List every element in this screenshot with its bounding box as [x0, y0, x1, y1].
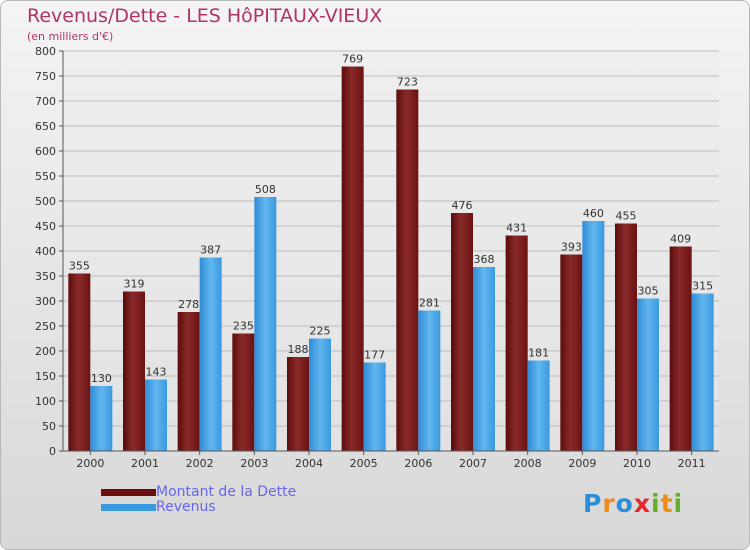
data-label-revenus: 225 — [310, 325, 331, 338]
chart-subtitle: (en milliers d'€) — [27, 30, 114, 43]
bar-revenus — [90, 386, 113, 451]
data-label-revenus: 181 — [528, 347, 549, 360]
logo-letter: r — [602, 489, 616, 518]
bar-dette — [123, 291, 145, 451]
logo-letter: i — [673, 489, 684, 518]
data-label-revenus: 508 — [255, 183, 276, 196]
x-tick-label: 2006 — [404, 457, 432, 470]
x-tick-label: 2000 — [76, 457, 104, 470]
bar-revenus — [473, 267, 495, 451]
bar-revenus — [254, 197, 277, 451]
x-tick-label: 2005 — [350, 457, 378, 470]
legend-label-debt: Montant de la Dette — [156, 484, 297, 500]
data-label-revenus: 387 — [200, 244, 221, 257]
y-tick-label: 600 — [35, 145, 56, 158]
x-tick-label: 2007 — [459, 457, 487, 470]
data-label-revenus: 281 — [419, 297, 440, 310]
legend-swatch-debt — [101, 489, 156, 496]
y-tick-label: 800 — [35, 45, 56, 58]
bar-revenus — [309, 338, 331, 451]
data-label-dette: 188 — [288, 343, 309, 356]
data-label-dette: 355 — [69, 260, 90, 273]
y-tick-label: 750 — [35, 70, 56, 83]
data-label-dette: 393 — [561, 241, 582, 254]
axis-layer — [59, 50, 719, 455]
x-tick-label: 2011 — [678, 457, 706, 470]
proxiti-logo: Proxiti — [583, 489, 683, 518]
y-tick-label: 400 — [35, 245, 56, 258]
data-label-dette: 723 — [397, 76, 418, 89]
bar-revenus — [199, 257, 222, 451]
bar-revenus — [637, 298, 659, 451]
y-tick-label: 250 — [35, 320, 56, 333]
y-tick-label: 350 — [35, 270, 56, 283]
bar-dette — [505, 235, 528, 451]
bar-dette — [68, 273, 91, 451]
data-label-revenus: 143 — [146, 366, 167, 379]
y-tick-label: 700 — [35, 95, 56, 108]
x-tick-label: 2010 — [623, 457, 651, 470]
bar-dette — [287, 357, 309, 451]
y-tick-label: 200 — [35, 345, 56, 358]
logo-letter: x — [633, 489, 651, 518]
bar-dette — [396, 89, 419, 451]
data-label-revenus: 315 — [692, 280, 713, 293]
bar-dette — [560, 254, 583, 451]
data-label-revenus: 368 — [474, 253, 495, 266]
data-label-revenus: 130 — [91, 372, 112, 385]
y-tick-label: 0 — [49, 445, 56, 458]
x-tick-label: 2004 — [295, 457, 323, 470]
bar-revenus — [145, 379, 167, 451]
data-label-dette: 409 — [670, 233, 691, 246]
x-tick-label: 2008 — [514, 457, 542, 470]
bar-revenus — [418, 310, 441, 451]
data-label-dette: 235 — [233, 320, 254, 333]
y-tick-label: 50 — [42, 420, 56, 433]
y-tick-label: 450 — [35, 220, 56, 233]
bar-dette — [341, 66, 364, 451]
x-tick-label: 2009 — [568, 457, 596, 470]
logo-letter: o — [615, 489, 634, 518]
y-tick-label: 650 — [35, 120, 56, 133]
bar-layer — [68, 66, 714, 451]
bar-revenus — [527, 360, 550, 451]
logo-letter: i — [651, 489, 661, 518]
bar-revenus — [363, 362, 386, 451]
y-tick-label: 300 — [35, 295, 56, 308]
bar-dette — [451, 213, 473, 451]
legend-swatch-revenus — [101, 504, 156, 511]
bar-revenus — [582, 221, 605, 451]
data-label-dette: 769 — [342, 53, 363, 66]
y-tick-label: 150 — [35, 370, 56, 383]
bar-revenus — [691, 293, 714, 451]
x-tick-label: 2002 — [186, 457, 214, 470]
label-layer: 0 50 100 150 200 250 300 350 400 450 500 550 600 650 7… — [35, 45, 713, 470]
data-label-dette: 319 — [124, 278, 145, 291]
data-label-revenus: 305 — [638, 285, 659, 298]
x-tick-label: 2003 — [240, 457, 268, 470]
logo-letter: t — [660, 489, 674, 518]
y-tick-label: 100 — [35, 395, 56, 408]
grid-layer — [63, 50, 719, 452]
data-label-revenus: 460 — [583, 207, 604, 220]
x-tick-label: 2001 — [131, 457, 159, 470]
data-label-dette: 278 — [178, 298, 199, 311]
y-tick-label: 550 — [35, 170, 56, 183]
bar-dette — [615, 223, 637, 451]
bar-dette — [669, 246, 692, 451]
bar-dette — [177, 312, 200, 451]
data-label-dette: 431 — [506, 222, 527, 235]
data-label-dette: 476 — [452, 199, 473, 212]
chart-title: Revenus/Dette - LES HôPITAUX-VIEUX — [27, 5, 383, 27]
bar-dette — [232, 333, 255, 451]
data-label-revenus: 177 — [364, 349, 385, 362]
legend-label-revenus: Revenus — [156, 499, 216, 515]
y-tick-label: 500 — [35, 195, 56, 208]
data-label-dette: 455 — [616, 210, 637, 223]
logo-letter: P — [583, 489, 603, 518]
